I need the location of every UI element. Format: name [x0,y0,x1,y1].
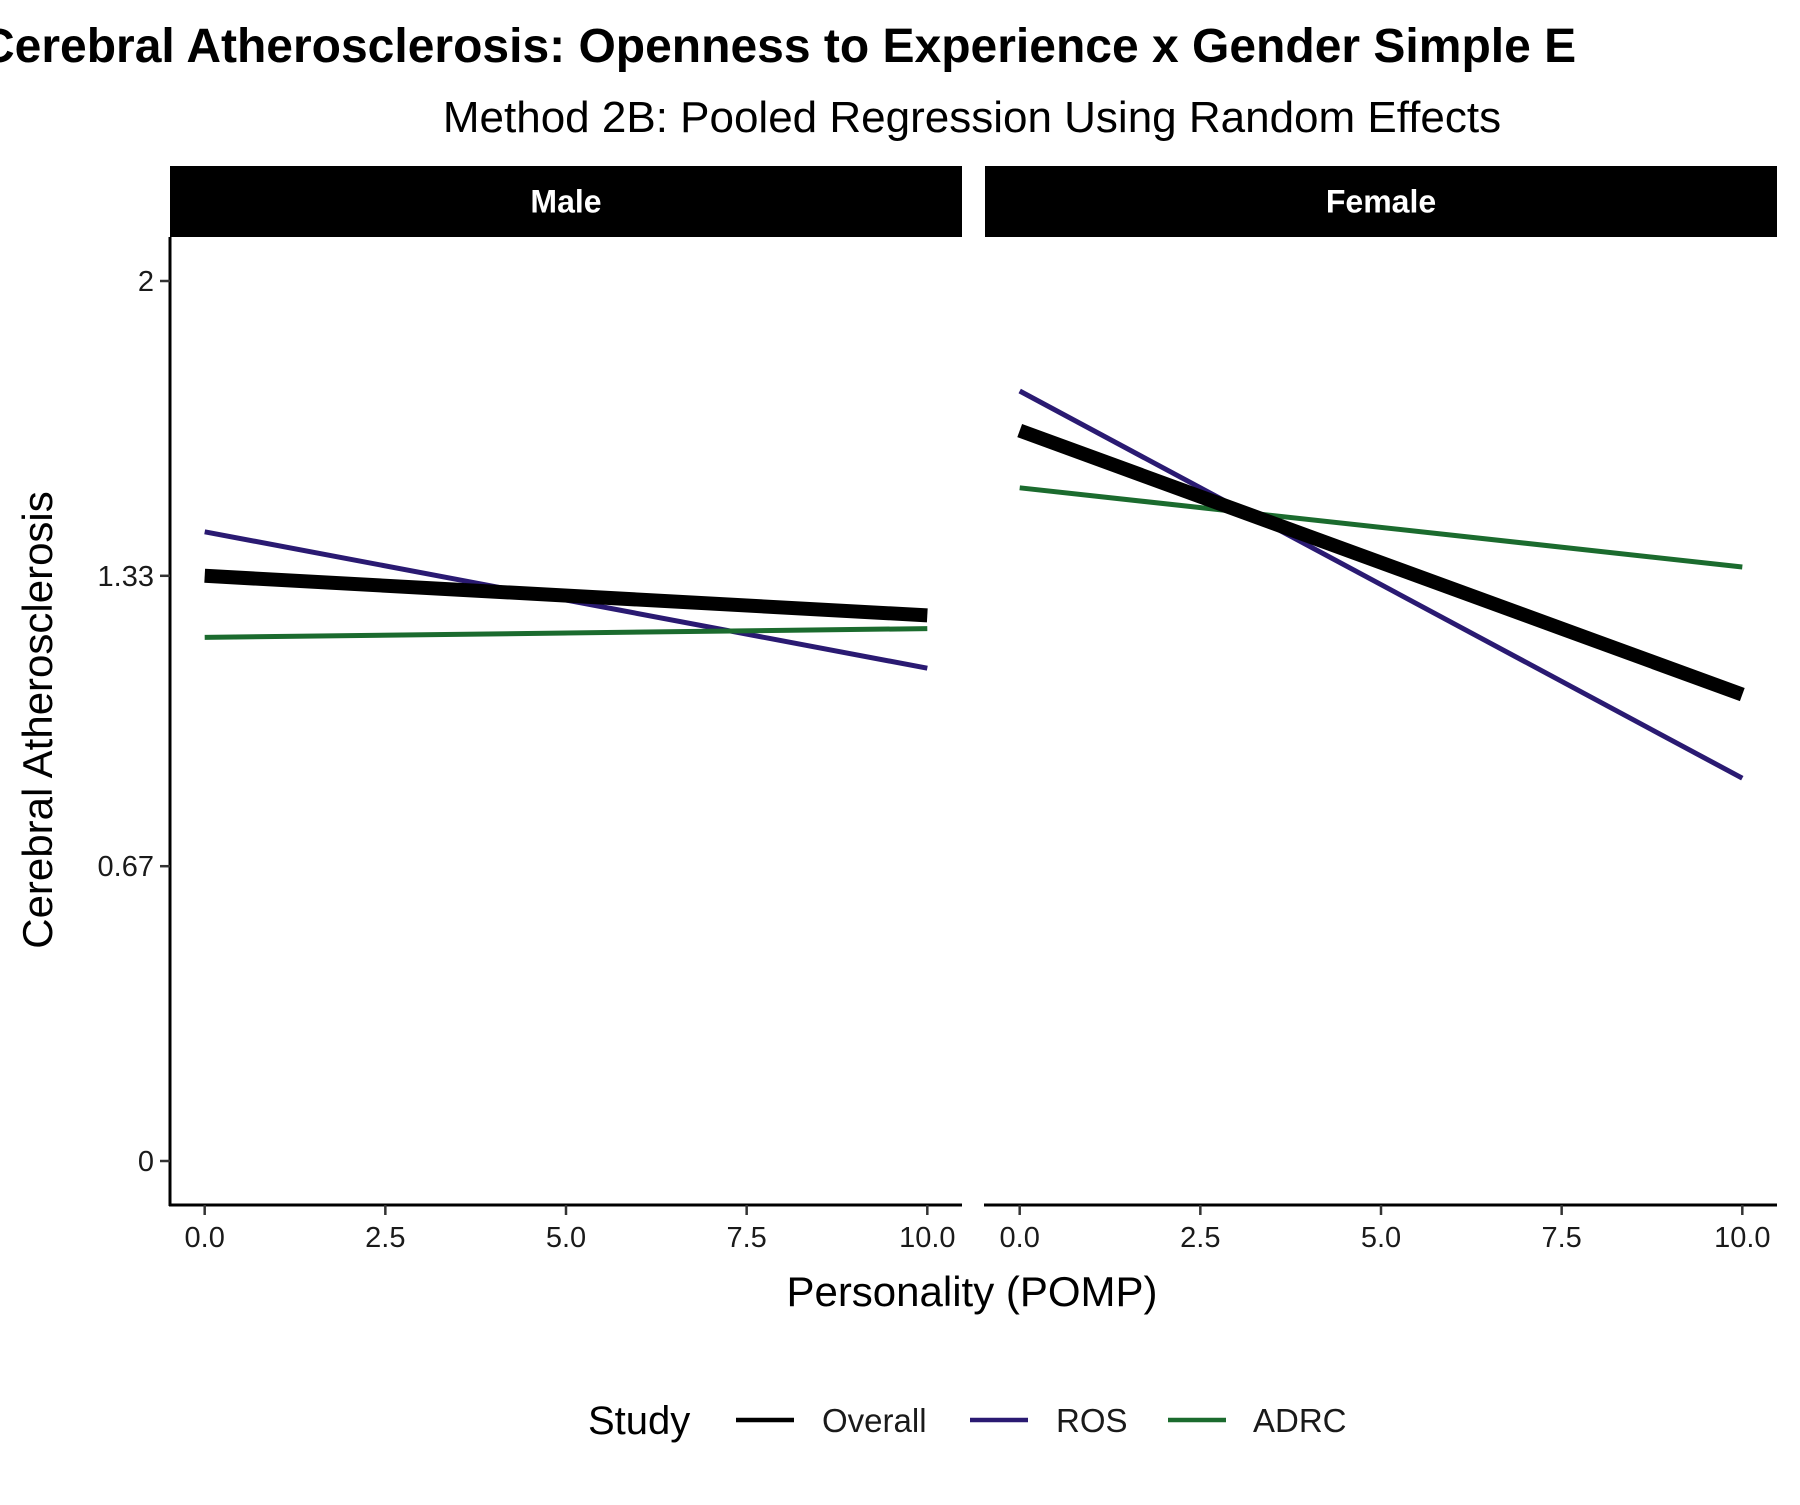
series-line-overall-male [204,568,928,623]
series-line-ros-female [1018,388,1744,781]
panel-female: Female 0.0 2.5 5.0 7.5 10.0 [984,166,1777,1254]
legend-label-overall: Overall [822,1402,927,1439]
facet-panels: Male 0 0.67 1.33 2 0.0 2.5 5.0 7.5 10.0 Female 0.0 2… [98,166,1777,1254]
y-tick-label: 0.67 [98,851,154,883]
x-tick-label: 0.0 [185,1222,225,1254]
y-axis-title: Cerebral Atherosclerosis [14,491,61,949]
legend-title: Study [588,1399,690,1443]
series-line-adrc-male [204,626,928,640]
strip-label-female: Female [1326,184,1436,220]
legend-label-adrc: ADRC [1253,1402,1347,1439]
x-tick-label: 7.5 [726,1222,766,1254]
y-tick-label: 1.33 [98,561,154,593]
legend: Study Overall ROS ADRC [588,1399,1347,1443]
x-tick-label: 10.0 [1714,1222,1770,1254]
x-tick-label: 7.5 [1541,1222,1581,1254]
chart-title: Cerebral Atherosclerosis: Openness to Ex… [0,20,1576,73]
x-tick-label: 0.0 [1000,1222,1040,1254]
x-tick-label: 5.0 [1361,1222,1401,1254]
chart-subtitle: Method 2B: Pooled Regression Using Rando… [443,93,1501,142]
y-tick-label: 2 [138,266,154,298]
x-tick-label: 5.0 [546,1222,586,1254]
x-tick-label: 10.0 [899,1222,955,1254]
strip-label-male: Male [530,184,601,220]
x-axis-title: Personality (POMP) [786,1268,1157,1315]
y-tick-label: 0 [138,1146,154,1178]
strip-female [985,166,1777,237]
legend-label-ros: ROS [1056,1402,1128,1439]
series-line-adrc-female [1019,485,1743,570]
panel-male: Male 0 0.67 1.33 2 0.0 2.5 5.0 7.5 10.0 [98,166,962,1254]
series-line-overall-female [1017,424,1745,702]
x-tick-label: 2.5 [365,1222,405,1254]
strip-male [170,166,962,237]
x-tick-label: 2.5 [1180,1222,1220,1254]
